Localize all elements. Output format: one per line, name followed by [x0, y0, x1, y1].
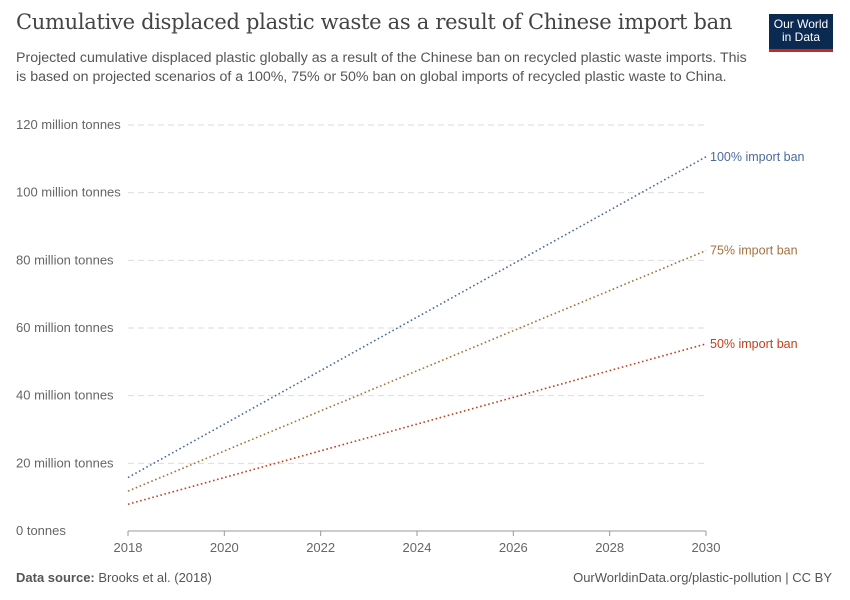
- x-tick-label: 2026: [499, 540, 528, 555]
- data-source: Data source: Brooks et al. (2018): [16, 570, 212, 585]
- series-line-2: [127, 343, 707, 506]
- owid-logo[interactable]: Our World in Data: [769, 14, 833, 52]
- chart-title: Cumulative displaced plastic waste as a …: [16, 10, 733, 34]
- series-label: 75% import ban: [710, 244, 798, 258]
- x-tick-label: 2030: [692, 540, 721, 555]
- y-tick-label: 120 million tonnes: [16, 117, 121, 132]
- credit-link[interactable]: OurWorldinData.org/plastic-pollution | C…: [573, 570, 832, 585]
- y-tick-label: 40 million tonnes: [16, 388, 114, 403]
- x-tick-label: 2028: [595, 540, 624, 555]
- series-line-1: [127, 249, 707, 492]
- y-tick-label: 0 tonnes: [16, 523, 66, 538]
- x-tick-label: 2024: [403, 540, 432, 555]
- source-label: Data source:: [16, 570, 95, 585]
- y-tick-label: 80 million tonnes: [16, 252, 114, 267]
- series-label: 50% import ban: [710, 337, 798, 351]
- series-line-0: [127, 156, 707, 479]
- y-tick-label: 100 million tonnes: [16, 185, 121, 200]
- x-tick-label: 2022: [306, 540, 335, 555]
- x-tick-label: 2020: [210, 540, 239, 555]
- x-tick-label: 2018: [114, 540, 143, 555]
- chart-subtitle: Projected cumulative displaced plastic g…: [16, 50, 747, 85]
- y-tick-label: 20 million tonnes: [16, 455, 114, 470]
- series-label: 100% import ban: [710, 150, 805, 164]
- y-tick-label: 60 million tonnes: [16, 320, 114, 335]
- source-link[interactable]: Brooks et al. (2018): [98, 570, 212, 585]
